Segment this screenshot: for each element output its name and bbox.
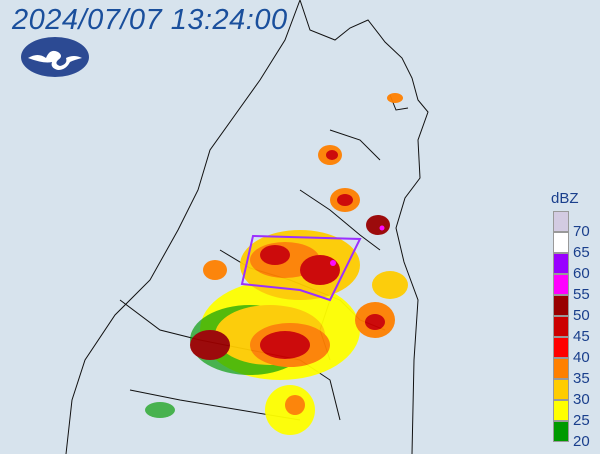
legend-color-box — [553, 211, 569, 232]
weather-agency-cloud-logo-icon — [21, 37, 89, 77]
legend-label: 30 — [573, 391, 590, 408]
legend-label: 70 — [573, 223, 590, 240]
legend-label: 55 — [573, 286, 590, 303]
warning-polygon — [240, 234, 362, 302]
legend-label: 35 — [573, 370, 590, 387]
legend-color-box — [553, 253, 569, 274]
legend-color-box — [553, 232, 569, 253]
legend-label: 60 — [573, 265, 590, 282]
legend-color-box — [553, 295, 569, 316]
legend-color-box — [553, 358, 569, 379]
legend-label: 20 — [573, 433, 590, 450]
legend-color-box — [553, 400, 569, 421]
legend-label: 50 — [573, 307, 590, 324]
timestamp: 2024/07/07 13:24:00 — [12, 4, 288, 36]
legend-color-box — [553, 421, 569, 442]
legend-label: 45 — [573, 328, 590, 345]
legend-label: 25 — [573, 412, 590, 429]
legend-color-box — [553, 337, 569, 358]
legend-color-box — [553, 379, 569, 400]
legend-color-box — [553, 274, 569, 295]
legend-label: 65 — [573, 244, 590, 261]
legend-label: 40 — [573, 349, 590, 366]
legend-unit: dBZ — [551, 190, 579, 207]
radar-echoes — [145, 93, 408, 435]
legend-color-box — [553, 316, 569, 337]
dbz-legend: dBZ 70 65 60 55 50 45 40 35 30 25 20 — [545, 190, 600, 450]
